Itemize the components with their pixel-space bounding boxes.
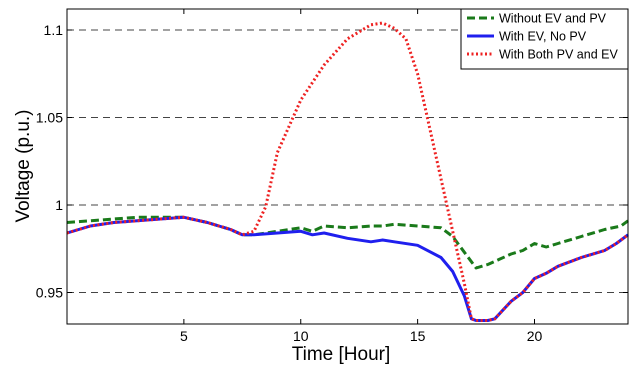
legend-box bbox=[460, 8, 629, 70]
series-lines bbox=[66, 21, 629, 322]
x-tick-label: 15 bbox=[410, 328, 426, 344]
legend-label: With Both PV and EV bbox=[499, 48, 618, 62]
series-line bbox=[66, 215, 629, 270]
legend: Without EV and PV With EV, No PV With Both… bbox=[460, 8, 629, 70]
legend-label: With EV, No PV bbox=[499, 30, 587, 44]
y-tick-label: 1 bbox=[55, 197, 63, 213]
series-line bbox=[66, 215, 629, 322]
x-tick-label: 20 bbox=[527, 328, 543, 344]
x-axis-title: Time [Hour] bbox=[292, 344, 391, 365]
x-tick-label: 5 bbox=[180, 328, 188, 344]
plot-frame bbox=[66, 8, 629, 325]
y-tick-label: 0.95 bbox=[36, 285, 63, 301]
y-tick-label: 1.1 bbox=[44, 22, 64, 38]
y-tick-label: 1.05 bbox=[36, 110, 63, 126]
y-axis-title: Voltage (p.u.) bbox=[13, 109, 34, 222]
legend-label: Without EV and PV bbox=[499, 12, 607, 26]
axis-ticks: 0.95 1 1.05 1.1 5 10 15 20 bbox=[36, 9, 628, 344]
x-tick-label: 10 bbox=[293, 328, 309, 344]
grid-lines bbox=[67, 29, 628, 293]
